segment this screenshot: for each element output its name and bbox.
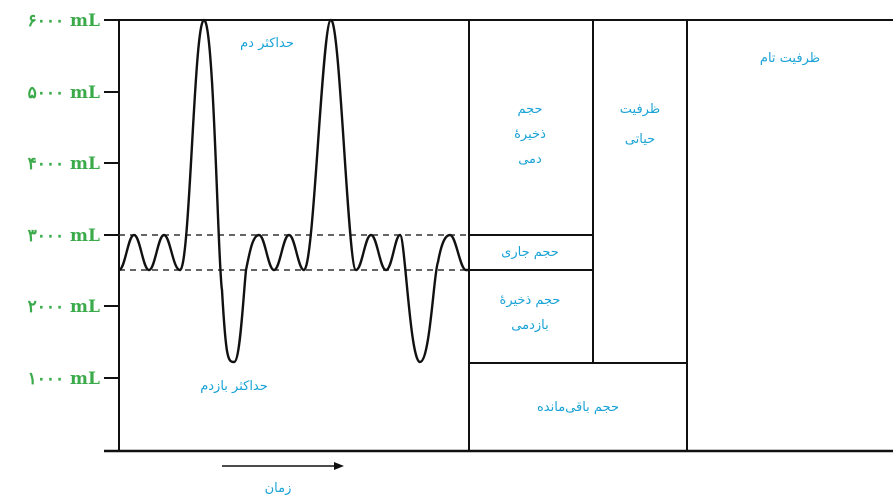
max-exhale-label: حداکثر بازدم <box>200 379 268 394</box>
time-arrow-icon <box>334 462 344 470</box>
irv-label-line2: ذخیرهٔ <box>514 127 546 142</box>
tick-label-6000: ۶۰۰۰ mL <box>28 11 100 31</box>
irv-label-line1: حجم <box>517 102 542 117</box>
tick-label-2000: ۲۰۰۰ mL <box>28 297 100 317</box>
residual-volume-label: حجم باقی‌مانده <box>537 400 619 415</box>
time-label: زمان <box>265 481 292 495</box>
tick-label-4000: ۴۰۰۰ mL <box>28 154 100 174</box>
vital-capacity-line2: حیاتی <box>625 132 655 147</box>
breathing-trace <box>118 18 469 364</box>
tick-label-1000: ۱۰۰۰ mL <box>28 369 100 389</box>
vital-capacity-line1: ظرفیت <box>620 102 660 117</box>
erv-label-line2: بازدمی <box>511 318 548 333</box>
erv-label-line1: حجم ذخیرهٔ <box>500 293 561 308</box>
tidal-volume-label: حجم جاری <box>501 245 559 260</box>
total-capacity-label: ظرفیت تام <box>760 51 820 66</box>
tick-label-5000: ۵۰۰۰ mL <box>28 83 100 103</box>
y-ticks <box>104 19 119 379</box>
irv-label-line3: دمی <box>518 152 542 167</box>
tick-label-3000: ۳۰۰۰ mL <box>28 226 100 246</box>
max-inhale-label: حداکثر دم <box>240 36 294 51</box>
